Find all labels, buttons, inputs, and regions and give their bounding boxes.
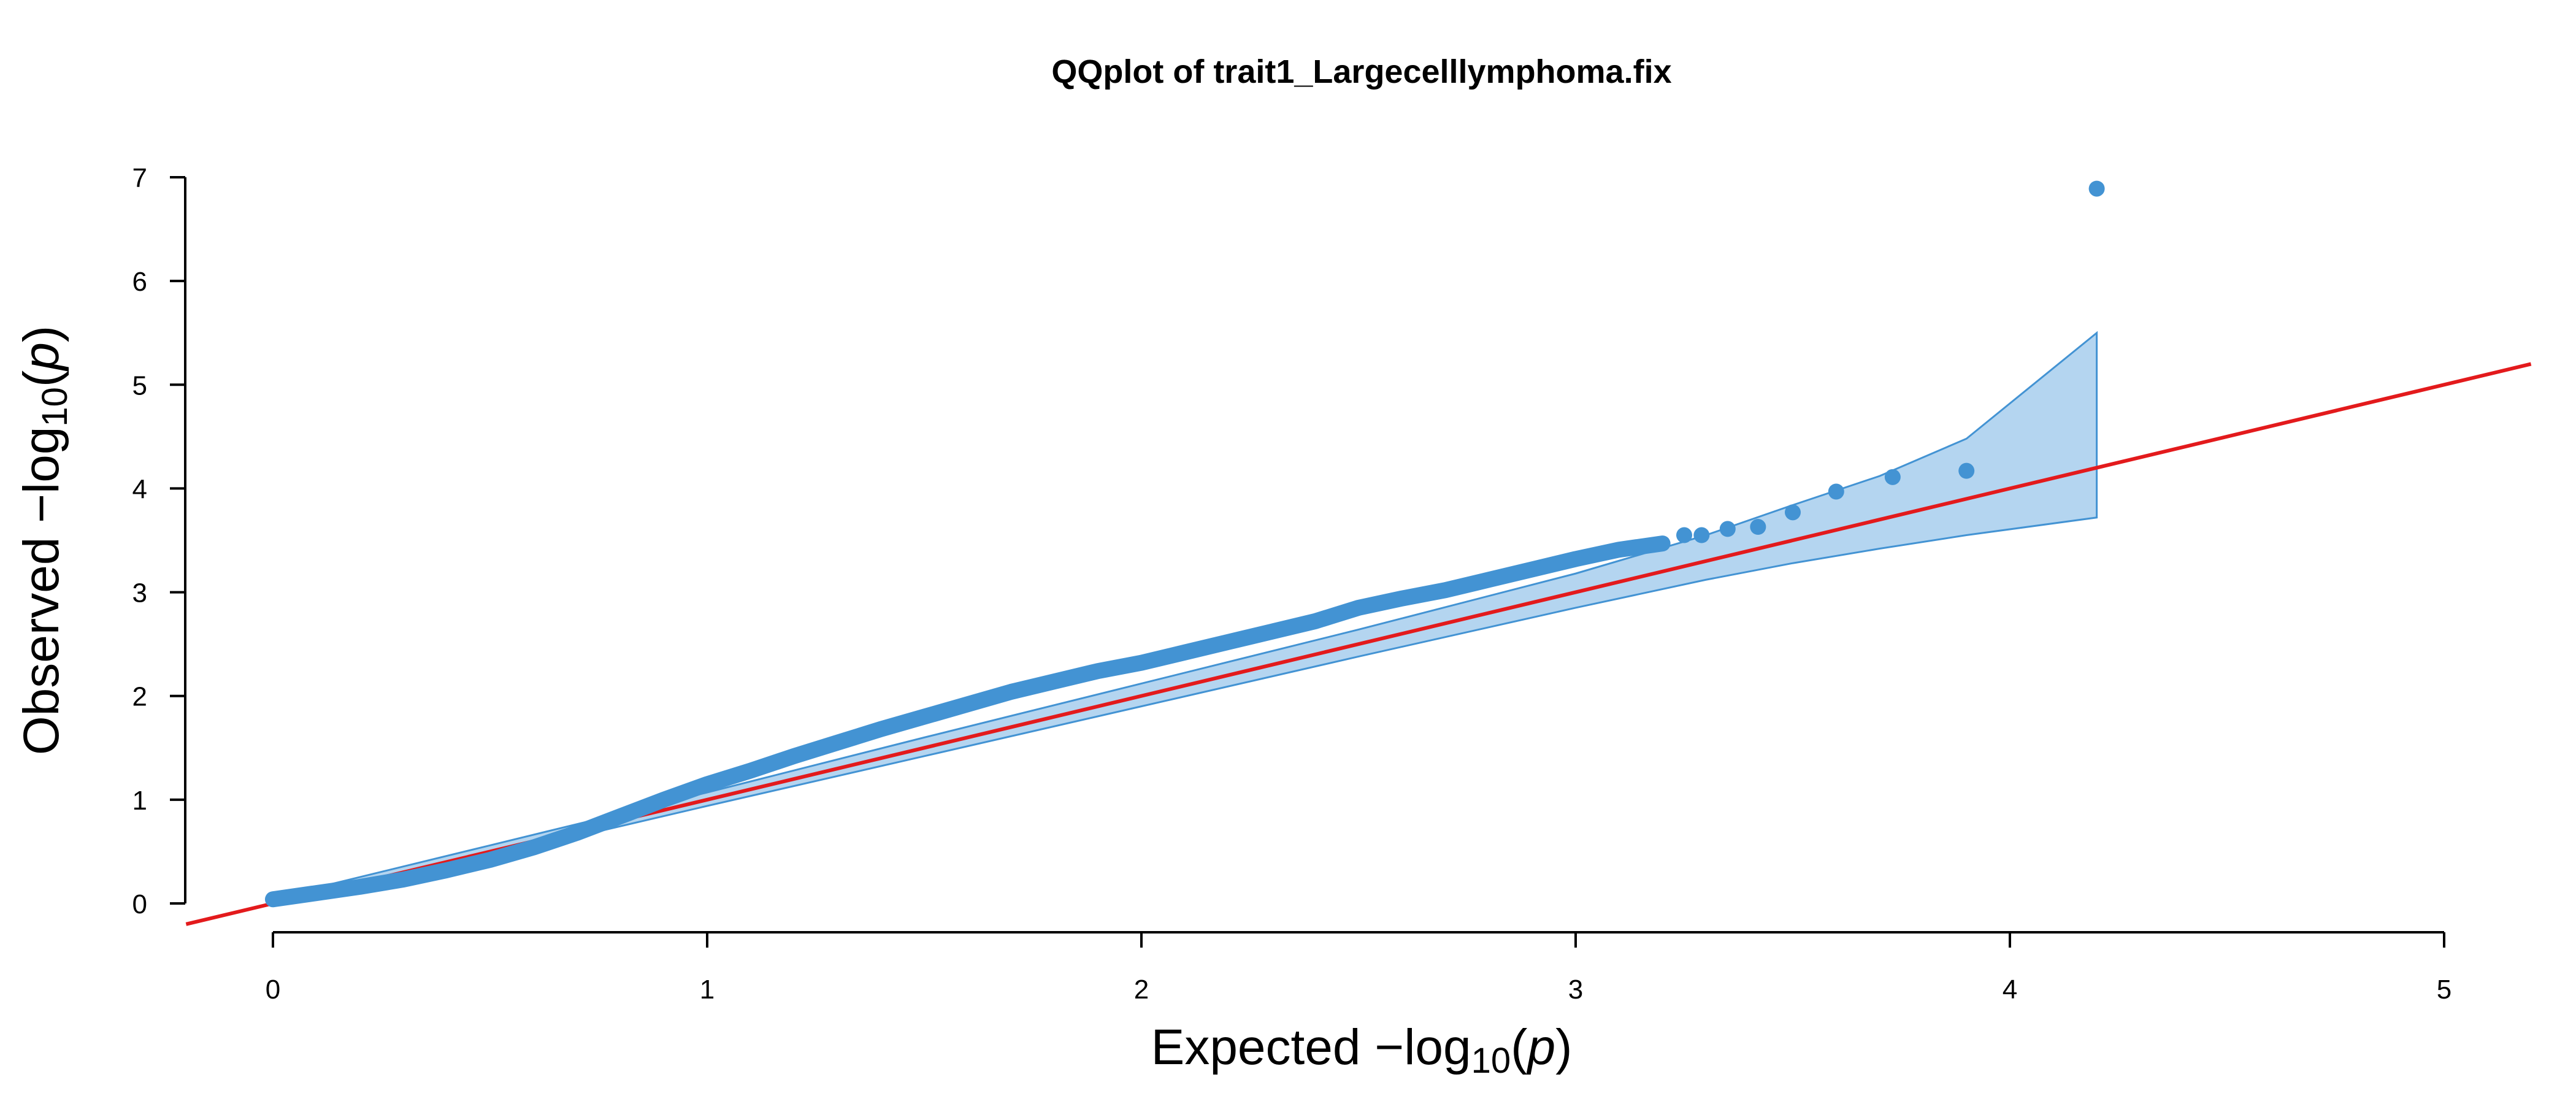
- y-tick-label: 1: [132, 786, 147, 816]
- y-tick-label: 5: [132, 370, 147, 401]
- axes: 0 1 2 3 4 5 0 1 2 3 4 5 6 7: [132, 163, 2452, 1005]
- qq-points: [1676, 180, 2105, 543]
- qq-point: [1785, 504, 1801, 521]
- x-tick-label: 0: [266, 975, 280, 1005]
- x-ticks: 0 1 2 3 4 5: [266, 932, 2451, 1005]
- qq-point: [1719, 521, 1736, 537]
- qq-dense-points: [265, 535, 1671, 908]
- x-tick-label: 1: [700, 975, 715, 1005]
- qq-point: [1693, 527, 1710, 543]
- x-tick-label: 5: [2437, 975, 2451, 1005]
- qq-point: [2088, 180, 2105, 197]
- qq-point: [1676, 527, 1692, 543]
- y-ticks: 0 1 2 3 4 5 6 7: [132, 163, 185, 919]
- confidence-band-area: [272, 331, 2098, 905]
- qq-point: [1828, 483, 1844, 500]
- qq-curve: [265, 535, 1671, 908]
- y-axis-label: Observed −log10(p): [13, 326, 75, 755]
- x-axis-label: Expected −log10(p): [1151, 1019, 1573, 1081]
- qq-point: [1750, 519, 1766, 535]
- y-tick-label: 3: [132, 578, 147, 608]
- y-tick-label: 4: [132, 474, 147, 504]
- x-tick-label: 4: [2003, 975, 2017, 1005]
- y-tick-label: 2: [132, 682, 147, 712]
- y-tick-label: 7: [132, 163, 147, 193]
- qq-point: [1884, 469, 1901, 485]
- qq-point: [1958, 462, 1975, 479]
- y-tick-label: 6: [132, 267, 147, 297]
- confidence-band: [272, 331, 2098, 905]
- chart-title: QQplot of trait1_Largecelllymphoma.fix: [1051, 53, 1671, 90]
- x-tick-label: 2: [1134, 975, 1149, 1005]
- x-tick-label: 3: [1568, 975, 1583, 1005]
- y-tick-label: 0: [132, 889, 147, 919]
